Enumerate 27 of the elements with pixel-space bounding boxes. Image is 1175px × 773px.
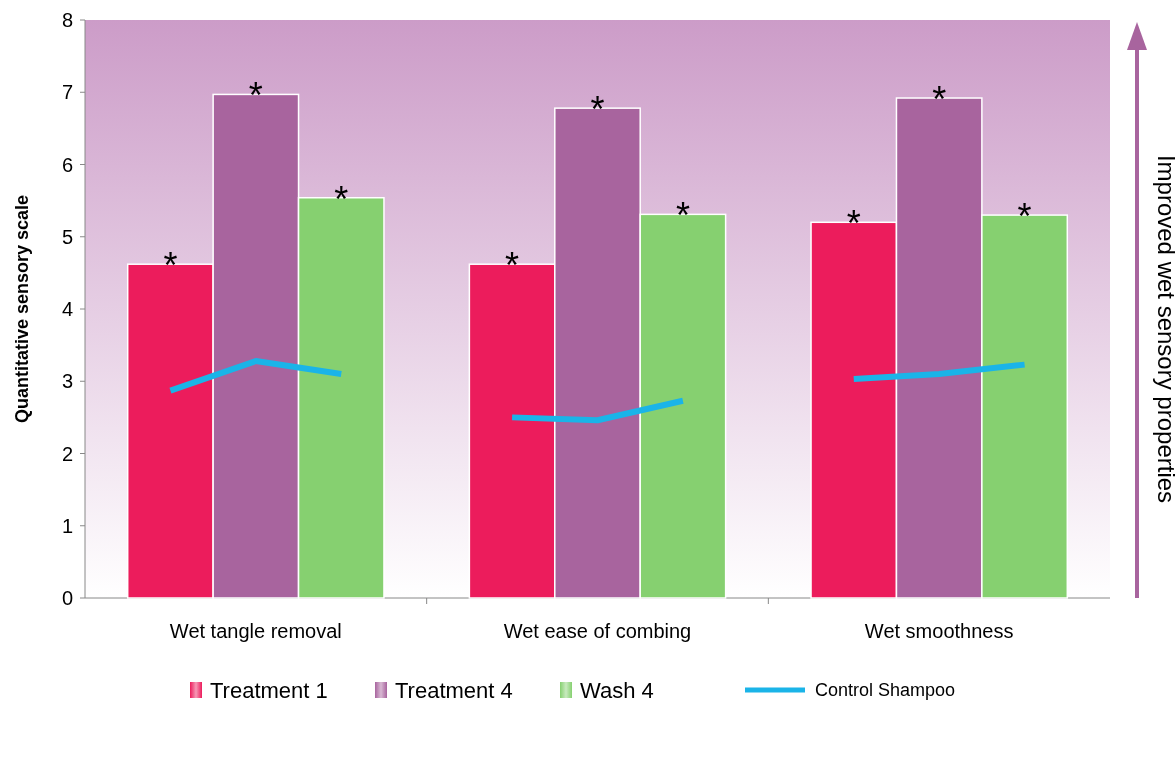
data-label: * [505,245,520,286]
data-label: * [1017,195,1032,237]
y-tick-label: 0 [61,587,73,609]
data-label: * [675,195,690,237]
y-tick-label: 2 [61,442,73,465]
y-tick-label: 6 [61,153,73,176]
data-label: * [248,75,263,117]
data-label: * [932,78,947,120]
data-label: * [334,178,349,220]
x-tick-label: Wet smoothness [864,620,1014,642]
y-tick-label: 1 [61,514,73,537]
data-label: * [590,88,605,130]
y-axis-title: Quantitative sensory scale [12,194,32,424]
legend-label: Treatment 4 [395,677,513,703]
text: Improved wet sensory properties [1153,154,1175,504]
legend-label: Control Shampoo [815,680,956,701]
y-tick-label: 5 [61,225,73,248]
x-tick-label: Wet ease of combing [503,620,692,642]
y-tick-label: 7 [61,81,73,104]
x-tick-label: Wet tangle removal [169,620,342,642]
data-label: * [846,203,861,245]
y-tick-label: 4 [61,298,73,320]
y-tick-label: 3 [61,370,73,393]
y-tick-label: 8 [61,9,73,31]
legend-label: Treatment 1 [210,677,328,703]
legend-label: Wash 4 [580,677,654,703]
data-label: * [163,245,178,286]
